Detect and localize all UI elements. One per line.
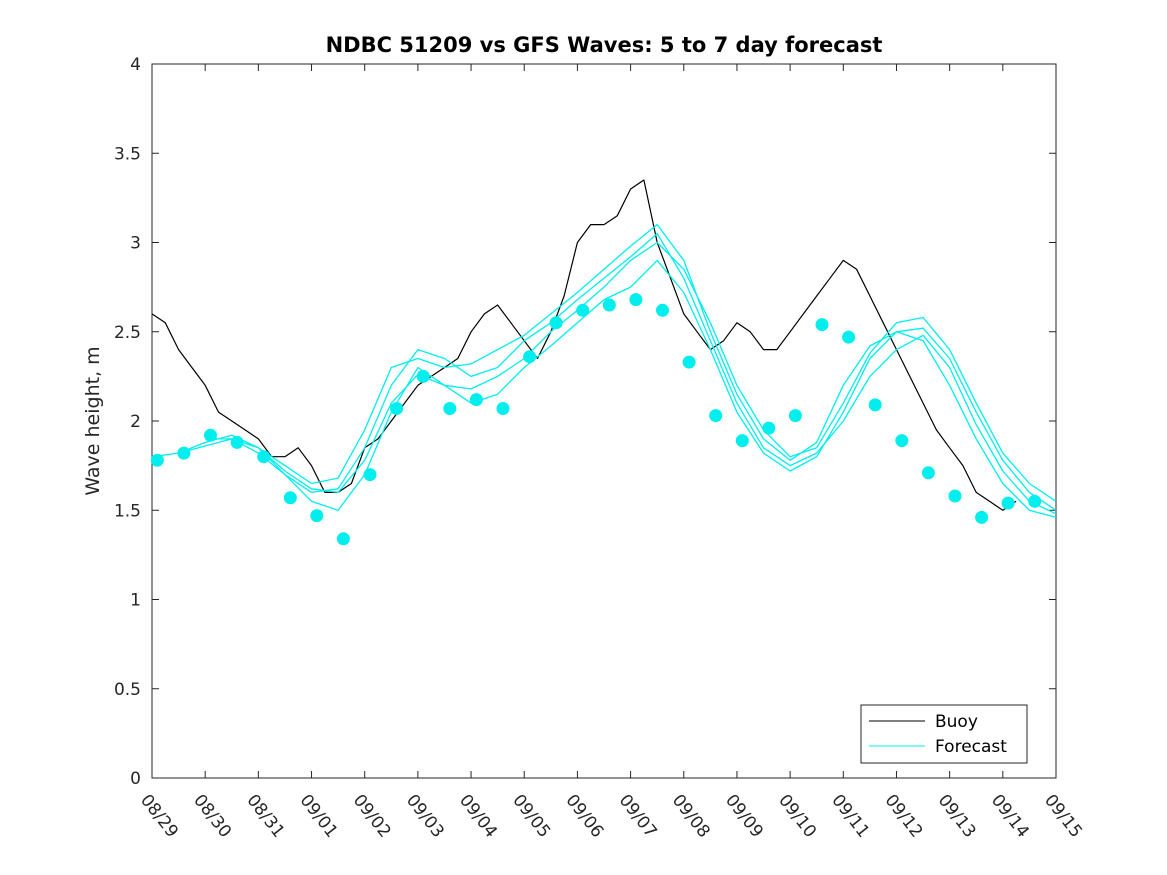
forecast-marker [257,450,271,464]
y-tick-label: 2 [130,412,141,432]
x-tick-label: 08/30 [189,791,235,842]
x-tick-label: 09/02 [349,791,395,842]
x-tick-label: 09/07 [615,791,661,842]
forecast-marker [230,435,244,449]
forecast-marker [576,303,590,317]
y-tick-label: 0.5 [114,680,141,700]
forecast-marker [1028,494,1042,508]
forecast-marker [549,316,563,330]
forecast-line [178,223,1057,511]
forecast-marker [975,510,989,524]
legend-box [860,704,1028,764]
y-tick-label: 4 [130,55,141,75]
forecast-marker [496,402,510,415]
x-tick-label: 09/11 [827,791,873,842]
forecast-marker [629,293,643,307]
forecast-marker [363,468,377,482]
y-tick-label: 3 [130,234,141,254]
forecast-line [231,259,1057,519]
x-tick-label: 09/12 [881,791,927,842]
forecast-marker [150,453,164,467]
x-tick-label: 09/01 [296,791,342,842]
x-tick-label: 09/04 [455,791,501,842]
forecast-marker [416,369,430,383]
chart-title: NDBC 51209 vs GFS Waves: 5 to 7 day fore… [326,33,883,57]
forecast-marker [523,350,537,364]
y-tick-label: 0 [130,769,141,789]
x-tick-label: 09/14 [987,791,1033,842]
forecast-marker [656,303,669,317]
forecast-marker [390,402,404,415]
x-tick-label: 09/03 [402,791,448,842]
forecast-marker [602,298,616,312]
y-tick-label: 3.5 [114,144,141,164]
forecast-marker [443,402,457,415]
x-tick-label: 08/31 [242,791,288,842]
x-tick-label: 09/15 [1040,791,1086,842]
x-tick-label: 09/13 [934,791,980,842]
forecast-line [205,232,1057,515]
legend-forecast-label: Forecast [935,737,1007,757]
forecast-marker [788,409,802,423]
forecast-markers [150,293,1042,546]
forecast-line [151,241,1057,502]
legend: Buoy Forecast [860,704,1028,764]
y-tick-label: 2.5 [114,323,141,343]
forecast-marker [948,489,962,503]
forecast-marker [177,446,191,460]
x-tick-label: 09/09 [721,791,767,842]
forecast-marker [283,491,297,505]
forecast-marker [868,398,882,412]
legend-buoy-label: Buoy [935,712,978,732]
x-tick-label: 09/06 [561,791,607,842]
x-tick-label: 08/29 [136,791,182,842]
x-tick-label: 09/10 [774,791,820,842]
y-axis-label: Wave height, m [82,346,104,495]
x-tick-label: 09/08 [668,791,714,842]
forecast-marker [682,355,696,369]
forecast-marker [469,393,483,407]
forecast-marker [310,509,324,523]
forecast-marker [709,409,723,423]
y-tick-label: 1 [130,591,141,611]
forecast-marker [762,421,776,435]
forecast-marker [842,330,856,344]
forecast-marker [895,434,909,448]
forecast-marker [735,434,749,448]
forecast-marker [336,532,350,546]
data-series [151,179,1057,519]
forecast-marker [1001,496,1015,510]
plot-area [151,63,1057,779]
buoy-line [151,179,1017,511]
x-tick-label: 09/05 [508,791,554,842]
forecast-marker [921,466,935,480]
y-tick-label: 1.5 [114,501,141,521]
forecast-marker [815,318,829,332]
forecast-marker [204,428,217,442]
